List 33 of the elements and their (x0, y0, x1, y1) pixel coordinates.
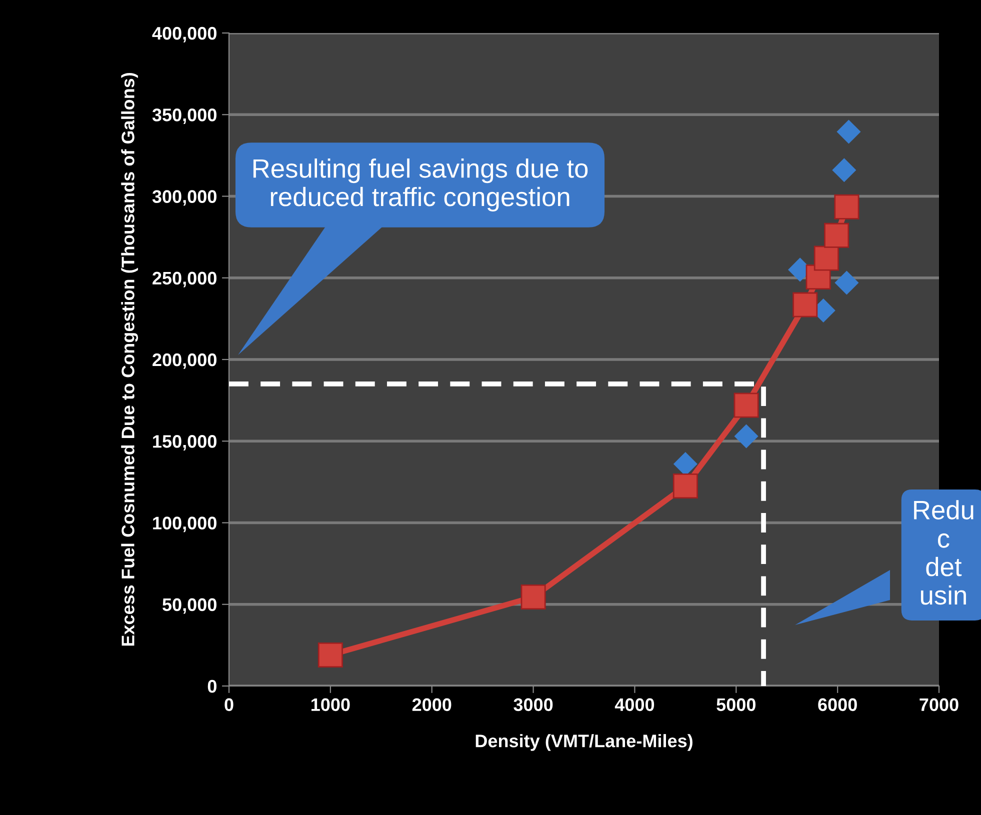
y-tick-label: 100,000 (153, 516, 216, 532)
x-tick-label: 3000 (514, 698, 553, 712)
point (734, 424, 758, 448)
x-tick-label: 2000 (412, 698, 452, 712)
x-axis-title: Density (VMT/Lane-Miles) (476, 734, 692, 751)
point (734, 392, 759, 418)
point (672, 474, 698, 499)
point (792, 292, 818, 318)
y-tick-label: 50,000 (162, 598, 216, 614)
y-tick-label: 200,000 (152, 353, 216, 369)
annotation: Redu c det usin (914, 500, 974, 605)
point (520, 584, 546, 610)
x-tick-label: 1000 (311, 698, 350, 712)
point (834, 194, 860, 220)
point (318, 642, 343, 668)
point (836, 120, 861, 144)
point (824, 222, 850, 248)
x-tick-label: 4000 (614, 698, 654, 712)
y-tick-label: 0 (208, 680, 216, 693)
y-tick-label: 400,000 (152, 26, 216, 42)
point (814, 246, 839, 271)
x-tick-label: 5000 (716, 698, 756, 712)
annotation: Resulting fuel savings due to reduced traffic congestion (253, 158, 588, 212)
y-tick-label: 350,000 (152, 108, 216, 124)
x-tick-label: 7000 (920, 698, 958, 712)
point (834, 270, 859, 295)
x-tick-label: 0 (224, 698, 234, 712)
x-tick-label: 6000 (818, 698, 857, 712)
y-tick-label: 300,000 (152, 190, 216, 206)
y-tick-label: 250,000 (152, 272, 216, 288)
y-axis-title: Excess Fuel Cosnumed Due to Congestion (Thousands of Gallons) (121, 72, 138, 646)
y-tick-label: 150,000 (153, 435, 216, 450)
point (832, 158, 856, 182)
